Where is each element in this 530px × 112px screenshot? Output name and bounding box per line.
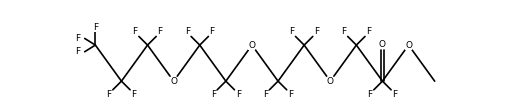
Text: F: F	[392, 90, 398, 99]
Text: F: F	[211, 90, 216, 99]
Text: F: F	[185, 27, 190, 36]
Text: O: O	[379, 40, 386, 49]
Text: F: F	[341, 27, 347, 36]
Text: F: F	[107, 90, 112, 99]
Text: O: O	[170, 77, 177, 86]
Text: F: F	[314, 27, 319, 36]
Text: F: F	[367, 90, 373, 99]
Text: F: F	[132, 27, 138, 36]
Text: O: O	[249, 41, 255, 50]
Text: O: O	[405, 41, 412, 50]
Text: F: F	[366, 27, 372, 36]
Text: F: F	[236, 90, 241, 99]
Text: F: F	[157, 27, 163, 36]
Text: F: F	[75, 34, 80, 43]
Text: F: F	[93, 23, 98, 32]
Text: F: F	[210, 27, 215, 36]
Text: O: O	[327, 77, 334, 86]
Text: F: F	[75, 47, 80, 56]
Text: F: F	[131, 90, 136, 99]
Text: F: F	[288, 90, 293, 99]
Text: F: F	[289, 27, 294, 36]
Text: F: F	[263, 90, 268, 99]
